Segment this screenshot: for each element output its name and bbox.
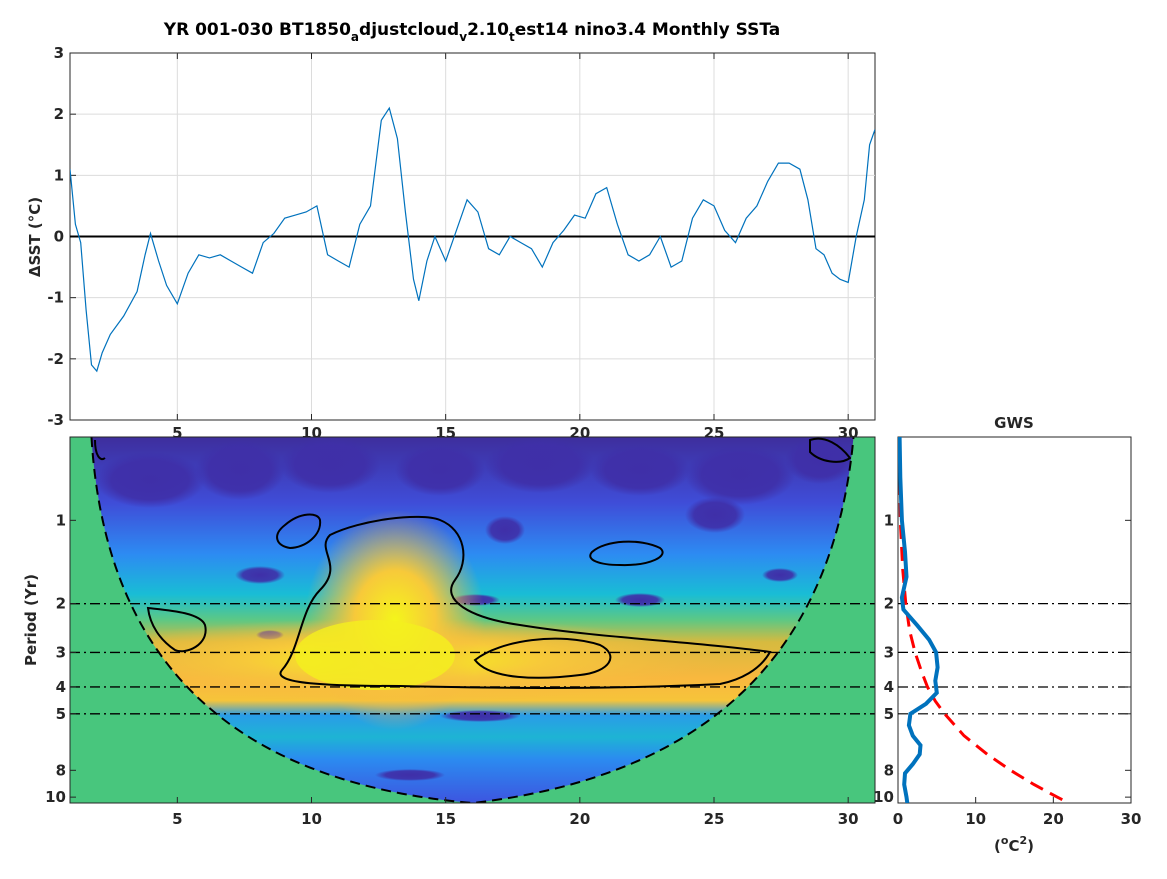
wavelet-ytick-label: 4 <box>56 678 66 696</box>
wavelet-panel: 5 10 15 20 25 30 1 2 3 4 5 8 10 Period (Yr) <box>22 436 876 828</box>
gws-reference-lines <box>898 603 1131 715</box>
wavelet-ytick-label: 10 <box>45 788 66 806</box>
gws-xlabel: (oC2) <box>994 834 1034 855</box>
gws-ticks: 0 10 20 30 1 2 3 4 5 8 10 <box>873 511 1141 828</box>
wavelet-field <box>70 437 875 803</box>
top-ytick-label: 0 <box>54 228 64 246</box>
top-ytick-label: 1 <box>54 166 64 184</box>
gws-panel: 0 10 20 30 1 2 3 4 5 8 10 GWS (oC2) <box>873 414 1141 855</box>
wavelet-ytick-label: 3 <box>56 643 66 661</box>
gws-xtick-label: 20 <box>1043 810 1064 828</box>
wavelet-ticks: 5 10 15 20 25 30 1 2 3 4 5 8 10 <box>45 511 858 828</box>
wavelet-ytick-label: 2 <box>56 595 66 613</box>
wavelet-ytick-label: 1 <box>56 511 66 529</box>
gws-ytick-label: 4 <box>884 678 894 696</box>
wavelet-xtick-label: 25 <box>704 810 725 828</box>
wavelet-ytick-label: 5 <box>56 705 66 723</box>
figure-title: YR 001-030 BT1850adjustcloudv2.10test14 … <box>163 20 780 44</box>
top-ytick-label: -3 <box>47 411 64 429</box>
gws-xtick-label: 0 <box>893 810 903 828</box>
gws-significance-line <box>898 437 1070 803</box>
wavelet-ytick-label: 8 <box>56 761 66 779</box>
gws-xtick-label: 10 <box>965 810 986 828</box>
gws-ytick-label: 3 <box>884 643 894 661</box>
gws-ytick-label: 10 <box>873 788 894 806</box>
wavelet-xtick-label: 30 <box>838 810 859 828</box>
top-ytick-label: 3 <box>54 44 64 62</box>
top-xtick-label: 5 <box>172 424 182 442</box>
sst-line <box>70 106 875 373</box>
gws-ytick-label: 2 <box>884 595 894 613</box>
top-ytick-label: -2 <box>47 350 64 368</box>
gws-ytick-label: 5 <box>884 705 894 723</box>
wavelet-ylabel: Period (Yr) <box>22 574 40 666</box>
gws-ytick-label: 8 <box>884 761 894 779</box>
wavelet-xtick-label: 20 <box>569 810 590 828</box>
cone-edge <box>90 437 855 803</box>
significance-contours <box>94 437 852 689</box>
wavelet-xtick-label: 10 <box>301 810 322 828</box>
gws-ytick-label: 1 <box>884 511 894 529</box>
wavelet-xtick-label: 15 <box>435 810 456 828</box>
gws-xtick-label: 30 <box>1121 810 1142 828</box>
top-ytick-label: 2 <box>54 105 64 123</box>
gws-power-line <box>898 437 940 803</box>
cone-of-influence <box>70 437 875 803</box>
top-ylabel: ΔSST (°C) <box>26 197 44 277</box>
top-ytick-label: -1 <box>47 289 64 307</box>
gws-title: GWS <box>994 414 1034 432</box>
wavelet-reference-lines <box>70 602 875 715</box>
wavelet-xtick-label: 5 <box>172 810 182 828</box>
